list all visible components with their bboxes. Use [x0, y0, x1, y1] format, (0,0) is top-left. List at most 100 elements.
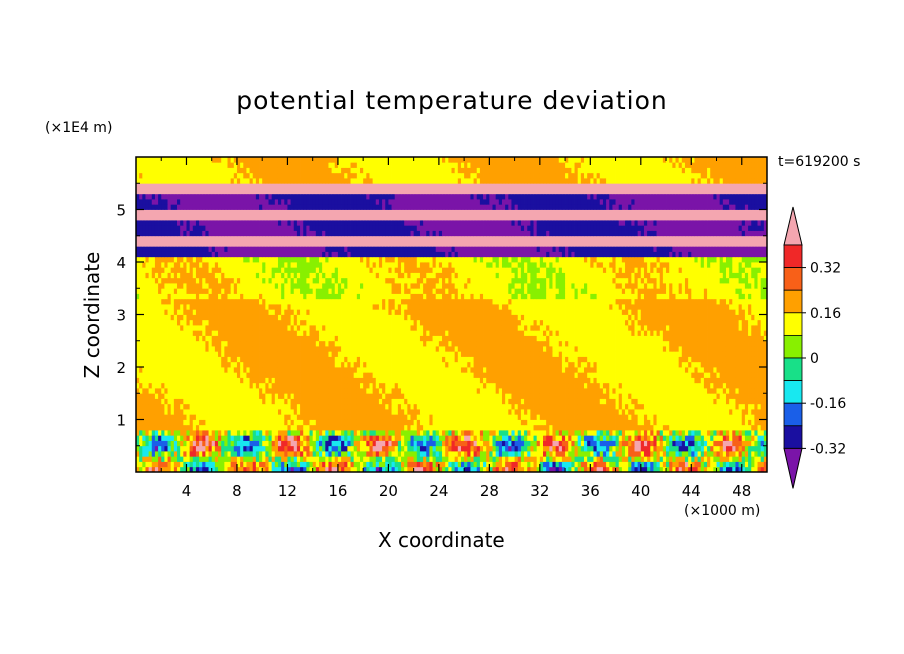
- heatmap-cell: [277, 377, 282, 384]
- heatmap-cell: [274, 403, 279, 410]
- heatmap-cell: [227, 382, 232, 389]
- heatmap-cell: [703, 466, 708, 473]
- heatmap-cell: [555, 351, 560, 357]
- heatmap-cell: [460, 356, 465, 363]
- heatmap-cell: [470, 346, 474, 352]
- heatmap-cell: [227, 435, 232, 441]
- heatmap-cell: [656, 435, 661, 441]
- heatmap-cell: [413, 388, 418, 394]
- heatmap-cell: [530, 409, 534, 415]
- heatmap-cell: [435, 445, 440, 452]
- heatmap-cell: [397, 361, 402, 368]
- heatmap-cell: [246, 340, 250, 347]
- heatmap-cell: [322, 419, 326, 426]
- heatmap-cell: [735, 403, 739, 410]
- heatmap-cell: [684, 398, 689, 405]
- heatmap-cell: [277, 466, 282, 473]
- heatmap-cell: [243, 414, 247, 420]
- heatmap-cell: [754, 424, 758, 431]
- heatmap-cell: [309, 351, 314, 357]
- heatmap-cell: [192, 388, 197, 394]
- heatmap-cell: [464, 372, 468, 378]
- heatmap-cell: [356, 382, 361, 389]
- heatmap-cell: [142, 445, 146, 452]
- heatmap-cell: [486, 340, 490, 347]
- heatmap-cell: [505, 403, 509, 410]
- heatmap-cell: [448, 340, 452, 347]
- heatmap-cell: [659, 372, 664, 378]
- heatmap-cell: [744, 372, 749, 378]
- heatmap-cell: [454, 388, 459, 394]
- heatmap-field: [136, 157, 768, 473]
- heatmap-cell: [303, 398, 307, 405]
- heatmap-cell: [448, 377, 452, 384]
- heatmap-cell: [151, 367, 156, 373]
- heatmap-cell: [161, 393, 165, 399]
- heatmap-cell: [372, 398, 377, 405]
- heatmap-cell: [416, 419, 421, 426]
- heatmap-cell: [205, 356, 209, 363]
- heatmap-cell: [662, 466, 667, 473]
- heatmap-cell: [505, 361, 509, 368]
- heatmap-cell: [751, 419, 755, 426]
- heatmap-cell: [710, 466, 714, 473]
- heatmap-cell: [710, 356, 714, 363]
- heatmap-cell: [643, 377, 648, 384]
- heatmap-cell: [385, 356, 389, 363]
- heatmap-cell: [596, 419, 601, 426]
- heatmap-cell: [754, 398, 758, 405]
- heatmap-cell: [205, 414, 209, 420]
- heatmap-cell: [492, 351, 497, 357]
- heatmap-cell: [662, 382, 667, 389]
- heatmap-cell: [460, 346, 465, 352]
- heatmap-cell: [331, 361, 336, 368]
- heatmap-cell: [517, 382, 522, 389]
- heatmap-cell: [435, 419, 440, 426]
- heatmap-cell: [347, 351, 351, 357]
- heatmap-cell: [722, 419, 727, 426]
- heatmap-cell: [158, 414, 162, 420]
- heatmap-cell: [517, 419, 522, 426]
- heatmap-cell: [401, 340, 405, 347]
- heatmap-cell: [438, 466, 443, 473]
- heatmap-cell: [501, 377, 506, 384]
- heatmap-cell: [738, 377, 743, 384]
- heatmap-cell: [735, 367, 739, 373]
- heatmap-cell: [296, 461, 301, 468]
- heatmap-cell: [760, 361, 765, 368]
- heatmap-cell: [363, 419, 367, 426]
- heatmap-cell: [259, 393, 263, 399]
- heatmap-cell: [722, 367, 727, 373]
- heatmap-cell: [725, 388, 730, 394]
- heatmap-cell: [233, 435, 238, 441]
- heatmap-cell: [240, 393, 244, 399]
- heatmap-cell: [536, 377, 541, 384]
- heatmap-cell: [296, 414, 301, 420]
- heatmap-cell: [271, 361, 276, 368]
- heatmap-cell: [382, 377, 386, 384]
- heatmap-cell: [419, 461, 424, 468]
- heatmap-cell: [738, 393, 743, 399]
- heatmap-cell: [214, 346, 219, 352]
- heatmap-cell: [451, 451, 456, 457]
- heatmap-cell: [218, 451, 222, 457]
- heatmap-cell: [442, 409, 446, 415]
- heatmap-cell: [725, 440, 730, 447]
- heatmap-cell: [435, 346, 440, 352]
- heatmap-cell: [732, 403, 736, 410]
- heatmap-cell: [729, 367, 733, 373]
- heatmap-cell: [574, 356, 579, 363]
- heatmap-cell: [306, 440, 310, 447]
- heatmap-cell: [710, 346, 714, 352]
- heatmap-cell: [618, 424, 623, 431]
- heatmap-cell: [382, 356, 386, 363]
- heatmap-cell: [284, 367, 288, 373]
- heatmap-cell: [435, 430, 440, 436]
- heatmap-cell: [325, 356, 329, 363]
- heatmap-cell: [719, 388, 724, 394]
- heatmap-cell: [202, 367, 206, 373]
- heatmap-cell: [262, 409, 266, 415]
- heatmap-cell: [391, 367, 396, 373]
- heatmap-cell: [700, 435, 705, 441]
- heatmap-cell: [435, 377, 440, 384]
